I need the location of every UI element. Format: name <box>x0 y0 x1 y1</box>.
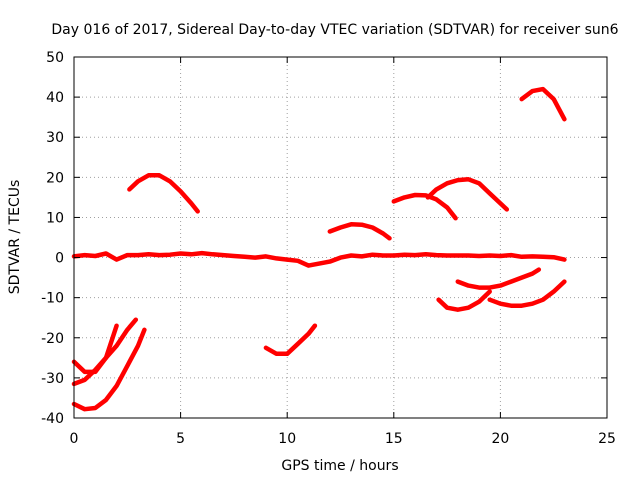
series-line-13 <box>487 279 567 308</box>
y-tick-label: 10 <box>46 210 64 226</box>
x-tick-label: 25 <box>598 431 616 447</box>
axis-ticks: 0 5 10 15 20 25 -40 -30 -20 -10 0 10 20 30 40 50 <box>41 50 616 447</box>
series-line-7 <box>71 323 119 375</box>
x-tick-label: 5 <box>176 431 185 447</box>
series-line-9 <box>71 327 147 412</box>
series-line-5 <box>425 177 510 212</box>
series-line-6 <box>519 86 567 122</box>
y-tick-label: -40 <box>41 411 64 427</box>
grid-lines <box>74 57 607 418</box>
y-tick-label: 30 <box>46 130 64 146</box>
plot-frame <box>73 56 608 419</box>
y-tick-label: 50 <box>46 50 64 66</box>
series-line-10 <box>263 323 318 357</box>
series-line-8 <box>71 317 139 387</box>
x-tick-label: 10 <box>278 431 296 447</box>
series-line-1 <box>71 250 567 268</box>
y-tick-label: 20 <box>46 170 64 186</box>
series-line-4 <box>391 192 458 221</box>
data-series <box>71 86 567 412</box>
y-tick-label: -20 <box>41 331 64 347</box>
y-axis-label: SDTVAR / TECUs <box>7 180 23 295</box>
series-line-3 <box>327 222 392 241</box>
chart-title: Day 016 of 2017, Sidereal Day-to-day VTE… <box>51 22 618 38</box>
series-line-2 <box>127 173 200 214</box>
x-tick-label: 15 <box>385 431 403 447</box>
x-tick-label: 0 <box>70 431 79 447</box>
y-tick-label: -10 <box>41 291 64 307</box>
x-tick-label: 20 <box>491 431 509 447</box>
series-line-12 <box>455 267 542 290</box>
y-tick-label: 0 <box>55 251 64 267</box>
y-tick-label: 40 <box>46 90 64 106</box>
x-axis-label: GPS time / hours <box>281 458 398 474</box>
series-line-11 <box>436 289 492 312</box>
y-tick-label: -30 <box>41 371 64 387</box>
